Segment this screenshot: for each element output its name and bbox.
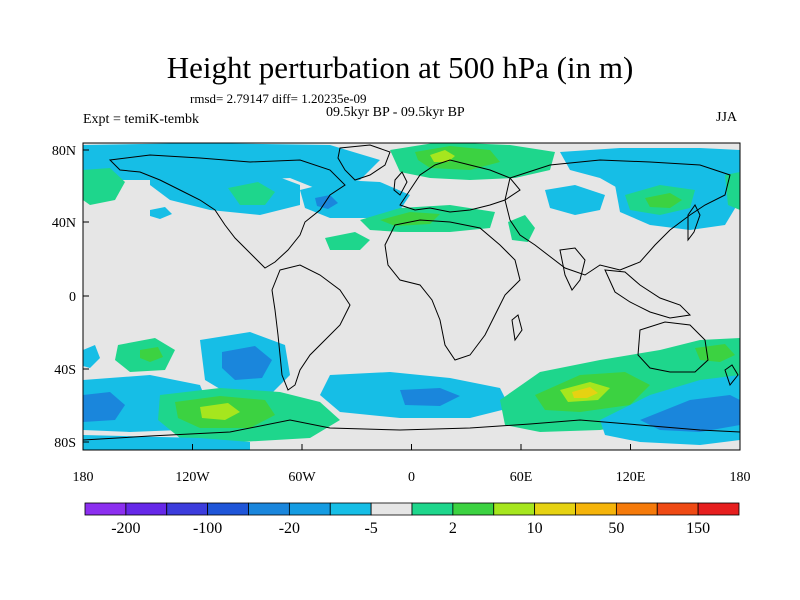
- colorbar-swatch: [288, 502, 331, 516]
- coast-south-america: [271, 264, 351, 391]
- contour-blue-siberia: [545, 185, 605, 215]
- colorbar-swatch: [656, 502, 699, 516]
- contour-darkblue-southern-ocean-east: [640, 395, 740, 432]
- colorbar-swatch: [411, 502, 454, 516]
- contour-darkblue-south-atlantic: [400, 388, 460, 406]
- lat-label: 80N: [52, 144, 76, 159]
- contour-lime-mediterranean: [380, 212, 440, 226]
- colorbar-label: 2: [449, 520, 457, 537]
- colorbar-label: -5: [364, 520, 377, 537]
- latitude-axis: 80N 40N 0 40S 80S: [52, 144, 89, 451]
- colorbar-swatch: [615, 502, 658, 516]
- rmsd-diff-stats: rmsd= 2.79147 diff= 1.20235e-09: [190, 91, 367, 106]
- coast-british-isles: [393, 171, 408, 196]
- lat-label: 80S: [54, 436, 76, 451]
- colorbar-label: 150: [686, 520, 710, 537]
- colorbar-swatch: [166, 502, 209, 516]
- contour-blue-south-pacific-left-edge: [83, 345, 100, 368]
- colorbar-swatch: [125, 502, 168, 516]
- lat-label: 40N: [52, 216, 76, 231]
- coast-europe: [399, 159, 521, 213]
- coast-india: [559, 247, 586, 291]
- longitude-axis: 180 120W 60W 0 60E 120E 180: [73, 444, 751, 485]
- contour-green-pacific: [83, 168, 125, 205]
- coast-africa: [384, 219, 521, 361]
- lon-label: 180: [73, 470, 94, 485]
- contour-lime-south-pacific-patch: [140, 347, 163, 362]
- contour-darkblue-south-pacific-mid: [222, 346, 272, 380]
- colorbar-swatch: [329, 502, 372, 516]
- experiment-label: Expt = temiK-tembk: [83, 112, 199, 127]
- contour-green-arabia: [508, 215, 535, 242]
- lat-label: 40S: [54, 363, 76, 378]
- contour-blue-small-pacific: [150, 207, 172, 219]
- coast-north-america: [108, 154, 346, 269]
- contour-lime-australia: [695, 344, 735, 362]
- colorbar-label: 50: [608, 520, 624, 537]
- colorbar-label: 10: [527, 520, 543, 537]
- coast-greenland: [337, 144, 391, 181]
- coast-southeast-asia: [604, 269, 692, 319]
- plot-title: Height perturbation at 500 hPa (in m): [166, 50, 634, 85]
- lon-label: 60W: [288, 470, 316, 485]
- colorbar-swatch: [248, 502, 290, 516]
- colorbar-swatch: [534, 502, 576, 516]
- colorbar-label: -20: [279, 520, 300, 537]
- lon-label: 180: [730, 470, 751, 485]
- lon-label: 60E: [510, 470, 533, 485]
- contour-yellow-south-pacific-large: [200, 403, 240, 420]
- colorbar-swatch: [697, 502, 740, 516]
- lon-label: 0: [408, 470, 415, 485]
- contour-lime-north-europe: [415, 146, 500, 170]
- lon-label: 120W: [175, 470, 210, 485]
- lon-label: 120E: [616, 470, 646, 485]
- coast-madagascar: [511, 314, 523, 342]
- contour-green-gulf: [325, 232, 370, 250]
- colorbar-swatch: [207, 502, 249, 516]
- colorbar-swatch: [84, 502, 127, 516]
- colorbar-swatch: [575, 502, 617, 516]
- lat-label: 0: [69, 290, 76, 305]
- coast-japan: [687, 204, 701, 242]
- contour-darkblue-south-pacific-west: [83, 392, 125, 422]
- season-label: JJA: [716, 110, 738, 125]
- contour-green-north-america: [228, 182, 275, 205]
- coast-new-zealand: [724, 364, 739, 387]
- colorbar-swatch: [493, 502, 536, 516]
- colorbar-swatch: [370, 502, 413, 516]
- contour-gold-south-indian: [572, 387, 598, 398]
- colorbar: -200 -100 -20 -5 2 10 50 150: [84, 502, 740, 537]
- coast-asia: [504, 159, 731, 276]
- coastlines: [83, 144, 740, 441]
- colorbar-swatch: [452, 502, 495, 516]
- coast-antarctica: [83, 419, 740, 441]
- contour-fields: [83, 143, 740, 450]
- contour-blue-hudson: [315, 195, 338, 209]
- coast-australia: [637, 321, 709, 373]
- contour-yellow-north-europe: [430, 150, 455, 162]
- contour-blue-antarctic-strip: [83, 435, 250, 450]
- colorbar-label: -100: [193, 520, 222, 537]
- colorbar-label: -200: [111, 520, 140, 537]
- period-subtitle: 09.5kyr BP - 09.5kyr BP: [326, 105, 465, 120]
- contour-lime-kamchatka: [645, 193, 682, 208]
